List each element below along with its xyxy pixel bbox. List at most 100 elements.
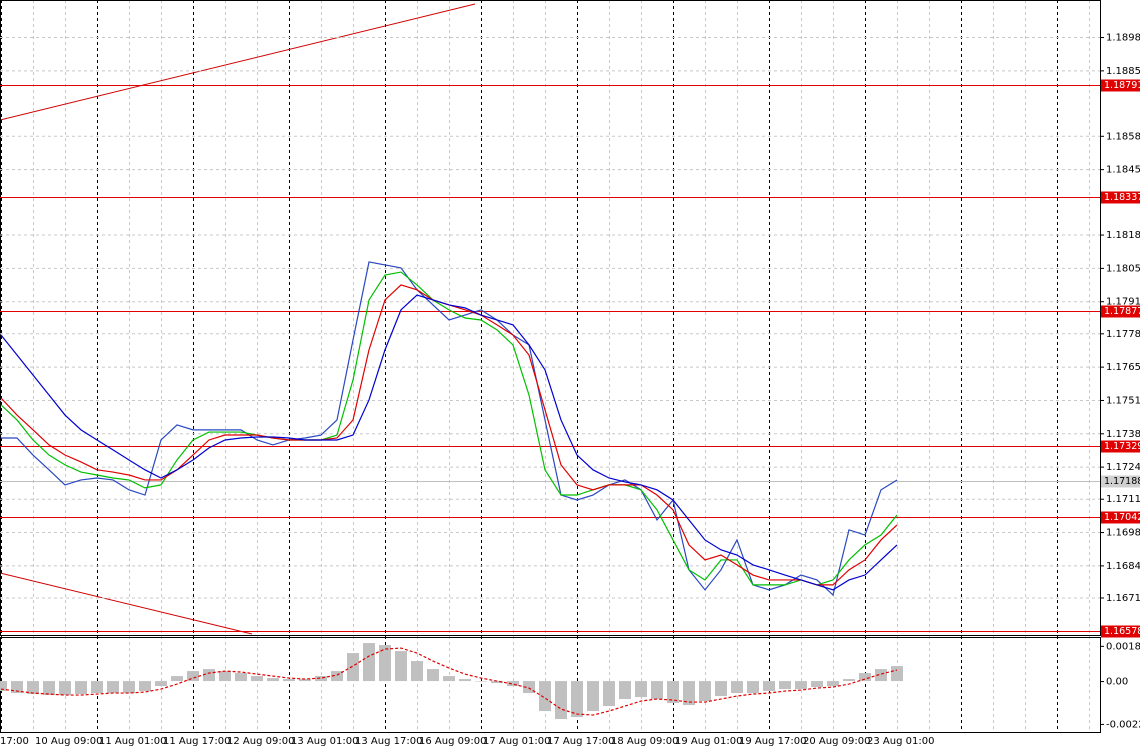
- histogram-bar: [363, 643, 375, 682]
- x-tick-label: 12 Aug 09:00: [227, 736, 294, 747]
- y-tick-label: 1.17115: [1106, 494, 1140, 505]
- trend-line: [0, 572, 253, 635]
- level-label: 1.17329: [1104, 441, 1140, 452]
- histogram-bar: [843, 679, 855, 682]
- histogram-bar: [171, 676, 183, 682]
- x-tick-label: 16 Aug 09:00: [419, 736, 486, 747]
- y-tick-label: 1.18450: [1106, 165, 1140, 176]
- level-tag: [1101, 305, 1140, 318]
- histogram-bar: [203, 669, 215, 682]
- series-line: [0, 647, 898, 716]
- series-line: [1, 261, 898, 597]
- level-label: 1.17877: [1104, 306, 1140, 317]
- histogram-bar: [859, 673, 871, 682]
- level-label: 1.17042: [1104, 512, 1140, 523]
- histogram-bar: [59, 681, 71, 696]
- histogram-bar: [683, 681, 695, 706]
- histogram-bar: [619, 681, 631, 700]
- histogram-bar: [731, 681, 743, 694]
- histogram-bar: [91, 681, 103, 694]
- histogram-bar: [763, 681, 775, 692]
- trend-line: [0, 3, 476, 121]
- histogram-bar: [779, 681, 791, 690]
- histogram-bar: [747, 681, 759, 694]
- histogram-bar: [235, 673, 247, 682]
- histogram-bar: [795, 681, 807, 690]
- histogram-bar: [443, 676, 455, 682]
- histogram-bar: [379, 645, 391, 682]
- histogram-bar: [827, 681, 839, 687]
- y-tick-label: 1.16845: [1106, 561, 1140, 572]
- x-tick-label: 17 Aug 17:00: [547, 736, 614, 747]
- histogram-bar: [667, 681, 679, 704]
- y-tick-label: 1.16715: [1106, 593, 1140, 604]
- histogram-bar: [75, 681, 87, 695]
- histogram-bar: [555, 681, 567, 720]
- x-tick-label: 23 Aug 01:00: [867, 736, 934, 747]
- x-tick-label: 13 Aug 01:00: [291, 736, 358, 747]
- histogram-bar: [155, 681, 167, 687]
- histogram-bar: [395, 651, 407, 682]
- y-tick-label: 1.16980: [1106, 528, 1140, 539]
- main-pane-frame: [0, 0, 1101, 636]
- x-tick-label: 10 Aug 09:00: [35, 736, 102, 747]
- x-tick-label: 11 Aug 17:00: [163, 736, 230, 747]
- histogram-bar: [811, 681, 823, 688]
- y-tick-label: 1.18850: [1106, 66, 1140, 77]
- y-tick-label: 1.17380: [1106, 429, 1140, 440]
- y-tick-label: 1.18050: [1106, 263, 1140, 274]
- histogram-bar: [123, 681, 135, 694]
- level-tag: [1101, 191, 1140, 204]
- histogram-bar: [539, 681, 551, 712]
- histogram-bar: [283, 679, 295, 682]
- y-tick-label: 1.18185: [1106, 230, 1140, 241]
- histogram-bar: [0, 681, 7, 692]
- histogram-bar: [11, 681, 23, 694]
- y2-tick-label: -0.00223: [1106, 719, 1140, 730]
- histogram-bar: [571, 681, 583, 718]
- y2-tick-label: 0.00: [1106, 677, 1128, 688]
- histogram-bar: [507, 681, 519, 687]
- histogram-bar: [475, 681, 487, 682]
- histogram-bar: [699, 681, 711, 702]
- histogram-bar: [411, 661, 423, 682]
- vertical-grid: [1, 0, 1090, 732]
- current-price-label: 1.17188: [1104, 476, 1140, 487]
- y-tick-label: 1.17515: [1106, 395, 1140, 406]
- x-tick-label: 11 Aug 01:00: [99, 736, 166, 747]
- x-tick-label: 19 Aug 17:00: [739, 736, 806, 747]
- histogram-bar: [603, 681, 615, 707]
- histogram-bar: [427, 669, 439, 682]
- x-tick-label: 19 Aug 01:00: [675, 736, 742, 747]
- histogram-bar: [219, 671, 231, 682]
- histogram-bar: [27, 681, 39, 695]
- y-tick-label: 1.17650: [1106, 362, 1140, 373]
- histogram-bar: [651, 681, 663, 700]
- x-tick-label: 18 Aug 09:00: [611, 736, 678, 747]
- histogram-bar: [347, 653, 359, 682]
- x-tick-label: 17 Aug 01:00: [483, 736, 550, 747]
- histogram-bar: [299, 679, 311, 682]
- level-label: 1.18337: [1104, 192, 1140, 203]
- histogram-bar: [251, 676, 263, 682]
- histogram-bar: [187, 671, 199, 682]
- histogram-bar: [107, 681, 119, 694]
- histogram-bar: [43, 681, 55, 696]
- histogram-bar: [491, 681, 503, 684]
- histogram-bar: [139, 681, 151, 692]
- level-label: 1.16578: [1104, 626, 1140, 637]
- x-tick-label: 13 Aug 17:00: [355, 736, 422, 747]
- histogram-bar: [635, 681, 647, 698]
- histogram-bar: [587, 681, 599, 712]
- histogram-bar: [715, 681, 727, 697]
- y-tick-label: 1.18985: [1106, 33, 1140, 44]
- current-price-tag: [1101, 475, 1140, 488]
- histogram-bar: [315, 676, 327, 682]
- y-tick-label: 1.18585: [1106, 131, 1140, 142]
- y-tick-label: 1.17245: [1106, 462, 1140, 473]
- histogram-bar: [459, 679, 471, 682]
- level-tag: [1101, 79, 1140, 92]
- y2-tick-label: 0.001832: [1106, 641, 1140, 652]
